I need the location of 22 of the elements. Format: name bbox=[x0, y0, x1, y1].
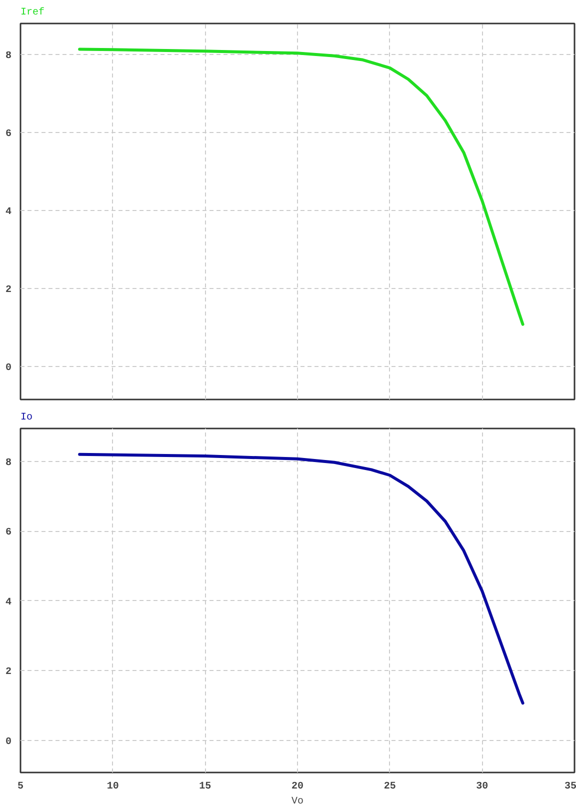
y-tick-label: 6 bbox=[6, 129, 12, 140]
x-tick-label: 20 bbox=[292, 782, 304, 792]
y-tick-label: 2 bbox=[6, 667, 12, 678]
y-tick-label: 0 bbox=[6, 362, 12, 374]
y-tick-label: 8 bbox=[6, 458, 12, 469]
y-tick-label: 8 bbox=[6, 51, 12, 62]
y-tick-label: 6 bbox=[6, 528, 12, 539]
y-tick-label: 0 bbox=[6, 736, 12, 748]
line-series bbox=[78, 48, 524, 326]
x-tick-label: 25 bbox=[384, 782, 396, 792]
x-tick-label: 10 bbox=[106, 782, 119, 792]
x-tick-label: 35 bbox=[564, 782, 576, 792]
y-tick-label: 4 bbox=[6, 597, 12, 608]
y-tick-label: 2 bbox=[6, 284, 12, 296]
x-tick-label: 5 bbox=[18, 782, 24, 792]
y-tick-label: 4 bbox=[6, 207, 12, 218]
line-series bbox=[78, 452, 524, 705]
chart-title: Io bbox=[20, 412, 33, 424]
x-tick-label: 15 bbox=[199, 782, 212, 792]
x-axis-title: Vo bbox=[292, 796, 304, 808]
x-tick-label: 30 bbox=[476, 782, 488, 792]
chart-title: Iref bbox=[20, 6, 45, 18]
